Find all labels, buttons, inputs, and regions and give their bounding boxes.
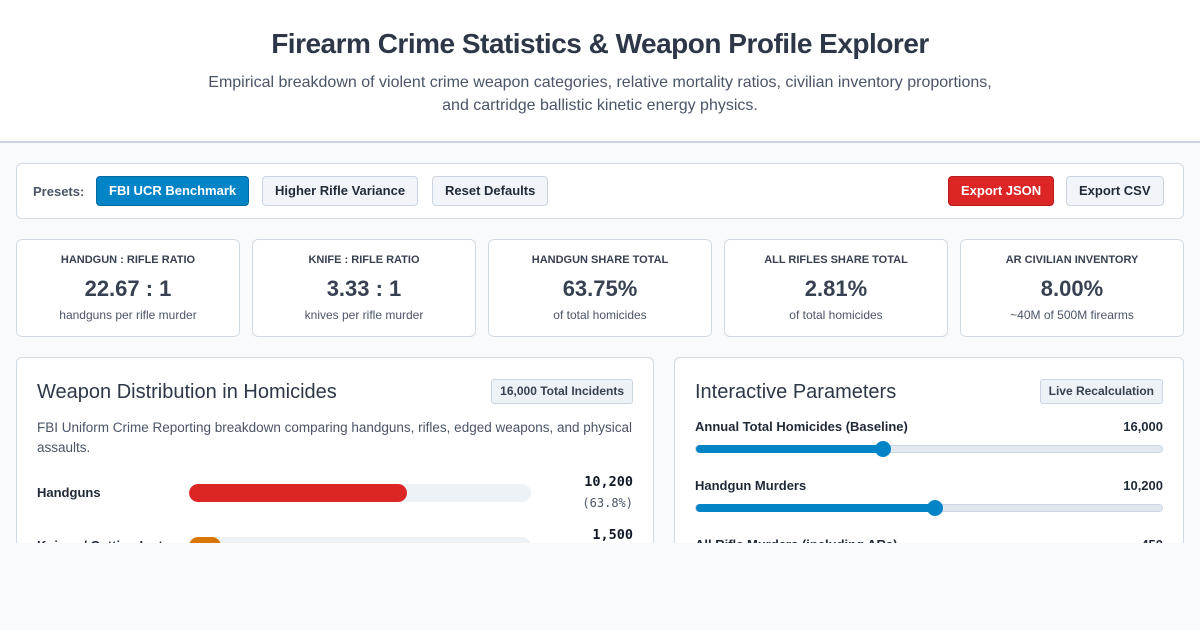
- slider[interactable]: [695, 441, 1163, 457]
- description: FBI Uniform Crime Reporting breakdown co…: [37, 420, 633, 455]
- panel-title: Weapon Distribution in Homicides: [37, 381, 337, 403]
- slider-value: 450: [1141, 537, 1163, 543]
- badge: Live Recalculation: [1039, 379, 1163, 404]
- row-value: 1,500: [592, 527, 633, 543]
- presets-label: Presets:: [33, 184, 85, 199]
- slider-label: Annual Total Homicides (Baseline): [695, 419, 908, 434]
- stat-value: 3.33 : 1: [326, 276, 402, 301]
- viewport: Firearm Crime Statistics & Weapon Profil…: [0, 0, 1200, 543]
- bar: [189, 484, 408, 502]
- preset-button[interactable]: Higher Rifle Variance: [262, 176, 419, 206]
- stat-note: of total homicides: [789, 308, 883, 322]
- export-button[interactable]: Export CSV: [1066, 176, 1164, 206]
- distribution-panel: Weapon Distribution in Homicides 16,000 …: [16, 357, 654, 543]
- badge: 16,000 Total Incidents: [491, 379, 633, 404]
- stat-note: ~40M of 500M firearms: [1010, 308, 1134, 322]
- slider-fill: [696, 445, 884, 453]
- row-value: 10,200: [584, 474, 633, 490]
- stat-label: ALL RIFLES SHARE TOTAL: [764, 254, 908, 266]
- slider-thumb[interactable]: [875, 441, 892, 457]
- stat-card: ALL RIFLES SHARE TOTAL 2.81% of total homi…: [724, 239, 948, 337]
- stat-card: HANDGUN : RIFLE RATIO 22.67 : 1 handguns p…: [16, 239, 240, 337]
- slider[interactable]: [695, 500, 1163, 516]
- stat-label: KNIFE : RIFLE RATIO: [308, 254, 420, 266]
- row-label: Handguns: [37, 485, 101, 500]
- stat-value: 8.00%: [1040, 276, 1104, 301]
- title: Firearm Crime Statistics & Weapon Profil…: [271, 28, 929, 59]
- stat-note: handguns per rifle murder: [59, 308, 197, 322]
- stat-value: 2.81%: [804, 276, 868, 301]
- stat-value: 22.67 : 1: [84, 276, 172, 301]
- panel-title: Interactive Parameters: [695, 381, 897, 403]
- slider-value: 10,200: [1123, 478, 1163, 493]
- row-share: (63.8%): [582, 496, 633, 510]
- stat-label: HANDGUN SHARE TOTAL: [531, 254, 669, 266]
- bar-track: [189, 537, 531, 543]
- bar-track: [189, 484, 531, 502]
- slider-label: Handgun Murders: [695, 478, 807, 493]
- slider-label: All Rifle Murders (including ARs): [695, 537, 897, 543]
- stat-label: AR CIVILIAN INVENTORY: [1005, 254, 1139, 266]
- stat-card: AR CIVILIAN INVENTORY 8.00% ~40M of 500M f…: [960, 239, 1184, 337]
- parameters-panel: Interactive Parameters Live Recalculatio…: [674, 357, 1184, 543]
- subtitle: Empirical breakdown of violent crime wea…: [208, 74, 992, 114]
- bar: [189, 537, 222, 543]
- preset-button[interactable]: Reset Defaults: [432, 176, 549, 206]
- stat-note: of total homicides: [553, 308, 647, 322]
- slider-fill: [696, 504, 935, 512]
- stat-label: HANDGUN : RIFLE RATIO: [60, 254, 196, 266]
- stat-value: 63.75%: [562, 276, 638, 301]
- preset-button[interactable]: FBI UCR Benchmark: [96, 176, 250, 206]
- slider-value: 16,000: [1123, 419, 1163, 434]
- slider-thumb[interactable]: [926, 500, 943, 516]
- stat-card: KNIFE : RIFLE RATIO 3.33 : 1 knives per ri…: [252, 239, 476, 337]
- stat-note: knives per rifle murder: [304, 308, 424, 322]
- header: Firearm Crime Statistics & Weapon Profil…: [0, 0, 1200, 143]
- toolbar: Presets: FBI UCR Benchmark Higher Rifle …: [16, 163, 1184, 219]
- stat-card: HANDGUN SHARE TOTAL 63.75% of total homici…: [488, 239, 712, 337]
- row-label: Knives / Cutting Instruments: [37, 538, 214, 543]
- export-button[interactable]: Export JSON: [948, 176, 1055, 206]
